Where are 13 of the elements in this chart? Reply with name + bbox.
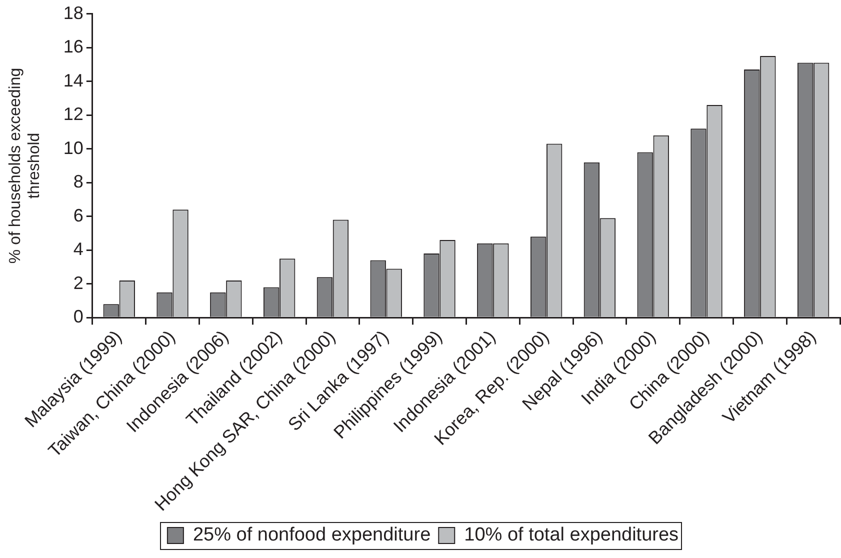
y-tick-label: 4 xyxy=(73,239,84,260)
legend-label: 10% of total expenditures xyxy=(464,524,679,546)
y-tick-label: 16 xyxy=(63,36,84,57)
y-tick-label: 10 xyxy=(63,138,84,158)
y-tick-label: 12 xyxy=(63,104,84,124)
y-axis-title: % of households exceeding threshold xyxy=(7,68,44,264)
y-tick-label: 0 xyxy=(73,306,84,327)
y-tick-label: 8 xyxy=(73,172,84,192)
y-tick-label: 14 xyxy=(63,70,84,90)
legend-label: 25% of nonfood expenditure xyxy=(192,524,431,546)
y-tick-label: 18 xyxy=(63,2,84,23)
y-tick-label: 2 xyxy=(73,272,84,293)
y-tick-label: 6 xyxy=(73,205,84,226)
